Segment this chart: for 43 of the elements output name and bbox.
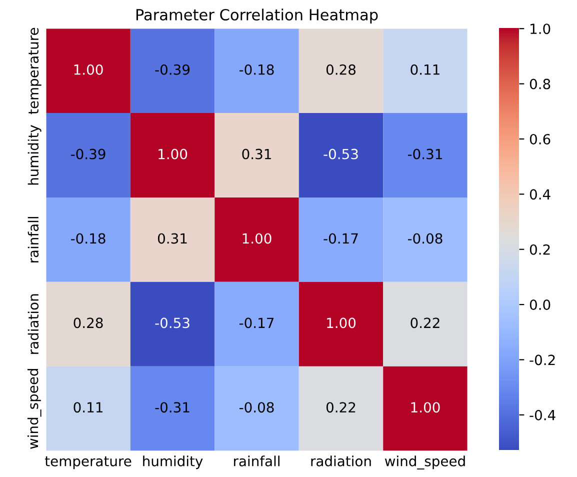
data-label: 0.31 <box>158 233 187 244</box>
data-label: 1.00 <box>74 64 103 75</box>
data-label: -0.53 <box>155 318 190 328</box>
data-label: 1.00 <box>242 233 272 244</box>
color-bar-label: -0.2 <box>530 354 555 366</box>
data-label: 0.28 <box>326 64 356 75</box>
color-bar-label: 0.8 <box>530 78 550 90</box>
data-label: -0.08 <box>408 233 442 244</box>
color-bar-label: 0.2 <box>530 244 550 255</box>
color-bar-label: 0.4 <box>530 189 550 200</box>
y-tick-label: humidity <box>28 125 42 185</box>
data-label: -0.17 <box>324 233 358 244</box>
data-label: -0.18 <box>70 233 106 244</box>
data-label: -0.31 <box>408 148 442 160</box>
data-label: 1.00 <box>158 148 188 160</box>
data-label: 1.00 <box>411 402 440 413</box>
data-label: 0.11 <box>410 64 440 75</box>
color-bar-label: 0.6 <box>530 134 550 144</box>
data-label: 0.22 <box>326 402 356 413</box>
data-label: -0.18 <box>239 64 274 75</box>
x-tick-label: humidity <box>143 456 203 470</box>
x-tick-label: wind_speed <box>384 456 465 470</box>
color-bar-label: 0.0 <box>530 300 550 310</box>
data-label: -0.08 <box>239 402 274 413</box>
data-label: 0.22 <box>410 318 440 328</box>
data-label: 1.00 <box>327 318 356 328</box>
y-tick-label: radiation <box>28 294 39 354</box>
data-label: -0.39 <box>155 64 190 75</box>
y-tick-label: temperature <box>28 28 42 114</box>
color-bar-label: 1.0 <box>530 24 550 34</box>
y-tick-label: rainfall <box>28 216 39 262</box>
data-label: 0.11 <box>74 402 102 413</box>
data-label: -0.53 <box>324 148 358 160</box>
data-label: -0.39 <box>70 148 106 160</box>
data-label: 0.28 <box>74 318 103 328</box>
x-tick-label: rainfall <box>234 456 280 466</box>
color-bar-label: -0.4 <box>530 410 556 420</box>
data-label: -0.31 <box>155 402 190 413</box>
x-tick-label: radiation <box>311 456 371 466</box>
data-label: 0.31 <box>242 148 271 160</box>
x-tick-label: temperature <box>45 456 132 470</box>
data-label: -0.17 <box>239 318 274 328</box>
chart-title: Parameter Correlation Heatmap <box>136 8 378 24</box>
